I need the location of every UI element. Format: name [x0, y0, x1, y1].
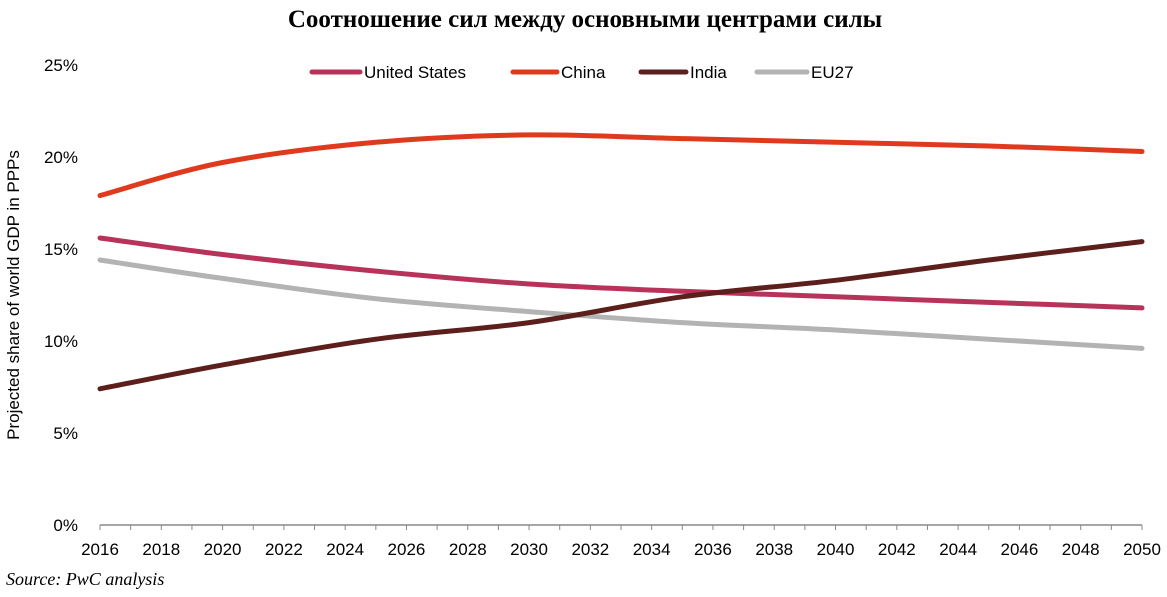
legend-label: EU27 [811, 63, 854, 82]
x-tick-label: 2030 [510, 540, 548, 559]
legend-label: United States [364, 63, 466, 82]
legend-label: India [690, 63, 727, 82]
x-tick-label: 2044 [939, 540, 977, 559]
x-tick-label: 2026 [388, 540, 426, 559]
x-axis: 2016 2018 2020 2022 2024 2026 2028 2030 2032 2034… [81, 524, 1161, 559]
x-tick-label: 2042 [878, 540, 916, 559]
legend-label: China [561, 63, 606, 82]
y-tick-label: 25% [44, 56, 78, 75]
x-tick-label: 2028 [449, 540, 487, 559]
x-tick-label: 2050 [1123, 540, 1161, 559]
series-line-china [97, 132, 1145, 199]
x-tick-label: 2024 [326, 540, 364, 559]
x-tick-label: 2018 [142, 540, 180, 559]
x-tick-label: 2038 [755, 540, 793, 559]
y-tick-label: 15% [44, 240, 78, 259]
source-note: Source: PwC analysis [6, 569, 165, 589]
x-tick-label: 2036 [694, 540, 732, 559]
series-line-india [97, 239, 1145, 392]
y-tick-label: 5% [53, 424, 78, 443]
series-lines [97, 132, 1145, 392]
y-axis-label: Projected share of world GDP in PPPs [4, 150, 23, 440]
y-tick-label: 20% [44, 148, 78, 167]
x-tick-label: 2046 [1000, 540, 1038, 559]
series-line-eu27 [97, 257, 1145, 351]
x-tick-label: 2016 [81, 540, 119, 559]
x-tick-label: 2034 [633, 540, 671, 559]
line-chart: Соотношение сил между основными центрами… [4, 6, 1161, 559]
y-tick-label: 0% [53, 516, 78, 535]
y-tick-label: 10% [44, 332, 78, 351]
x-tick-label: 2032 [571, 540, 609, 559]
x-tick-label: 2040 [817, 540, 855, 559]
x-tick-label: 2022 [265, 540, 303, 559]
legend: United States China India EU27 [309, 63, 854, 82]
series-line-united-states [97, 235, 1145, 311]
x-tick-label: 2048 [1062, 540, 1100, 559]
y-axis-ticks: 0% 5% 10% 15% 20% 25% [44, 56, 78, 535]
chart-title: Соотношение сил между основными центрами… [288, 6, 882, 33]
x-tick-label: 2020 [204, 540, 242, 559]
